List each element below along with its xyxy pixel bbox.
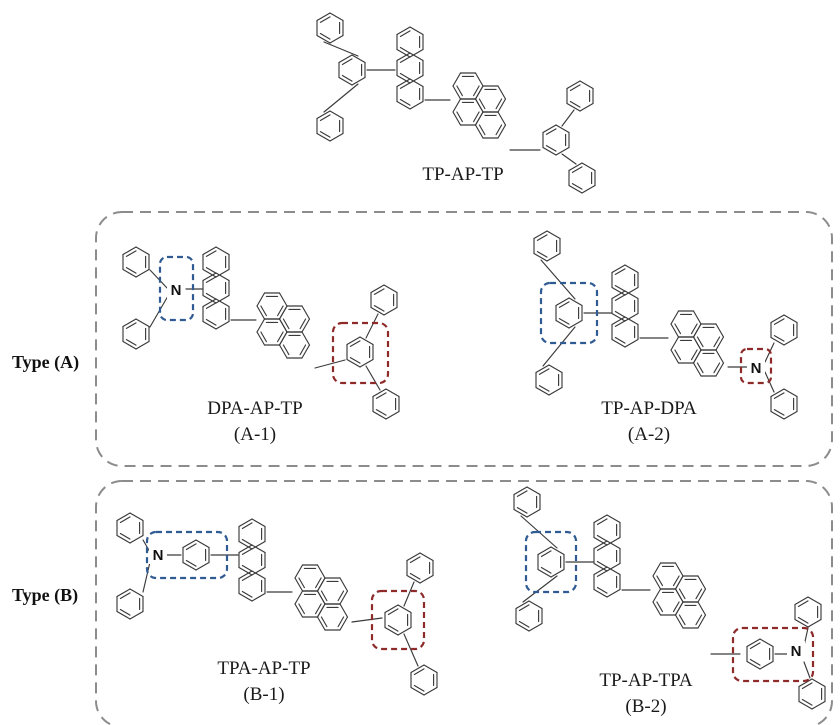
molecule-tp-ap-tp bbox=[316, 12, 596, 194]
molecule-tp-ap-tpa bbox=[513, 486, 826, 710]
molecule-name-tp-ap-tpa: TP-AP-TPA bbox=[599, 670, 693, 691]
molecule-code-b2: (B-2) bbox=[625, 696, 666, 717]
svg-text:N: N bbox=[153, 547, 164, 564]
nitrogen-atom: N bbox=[747, 358, 765, 377]
group-label-type-a: Type (A) bbox=[12, 352, 79, 373]
molecule-name-tpa-ap-tp: TPA-AP-TP bbox=[217, 658, 310, 679]
group-label-type-b: Type (B) bbox=[12, 585, 78, 606]
svg-text:N: N bbox=[791, 643, 802, 660]
nitrogen-atom: N bbox=[167, 280, 185, 299]
highlight-box-aminophenyl-acceptor bbox=[731, 626, 815, 683]
molecule-name-tp-ap-tp: TP-AP-TP bbox=[422, 164, 503, 185]
type-a-group-box bbox=[95, 211, 833, 467]
molecule-code-b1: (B-1) bbox=[243, 684, 284, 705]
highlight-box-phenyl-donor bbox=[539, 281, 599, 345]
nitrogen-atom: N bbox=[149, 545, 167, 564]
molecule-dpa-ap-tp bbox=[122, 246, 400, 420]
molecule-name-tp-ap-dpa: TP-AP-DPA bbox=[601, 398, 697, 419]
molecule-code-a2: (A-2) bbox=[628, 424, 670, 445]
type-b-group-box bbox=[95, 480, 833, 725]
highlight-box-phenyl-donor bbox=[524, 530, 578, 594]
molecule-code-a1: (A-1) bbox=[234, 424, 276, 445]
nitrogen-atom: N bbox=[787, 641, 805, 660]
molecule-name-dpa-ap-tp: DPA-AP-TP bbox=[207, 398, 302, 419]
highlight-box-aminophenyl-donor bbox=[145, 530, 229, 580]
highlight-box-phenyl-acceptor bbox=[370, 589, 426, 651]
molecule-tpa-ap-tp bbox=[116, 512, 438, 696]
highlight-box-amine-donor bbox=[158, 255, 195, 322]
svg-text:N: N bbox=[171, 282, 182, 299]
highlight-box-phenyl-acceptor bbox=[331, 321, 390, 385]
svg-text:N: N bbox=[751, 360, 762, 377]
molecule-tp-ap-dpa bbox=[533, 230, 798, 420]
